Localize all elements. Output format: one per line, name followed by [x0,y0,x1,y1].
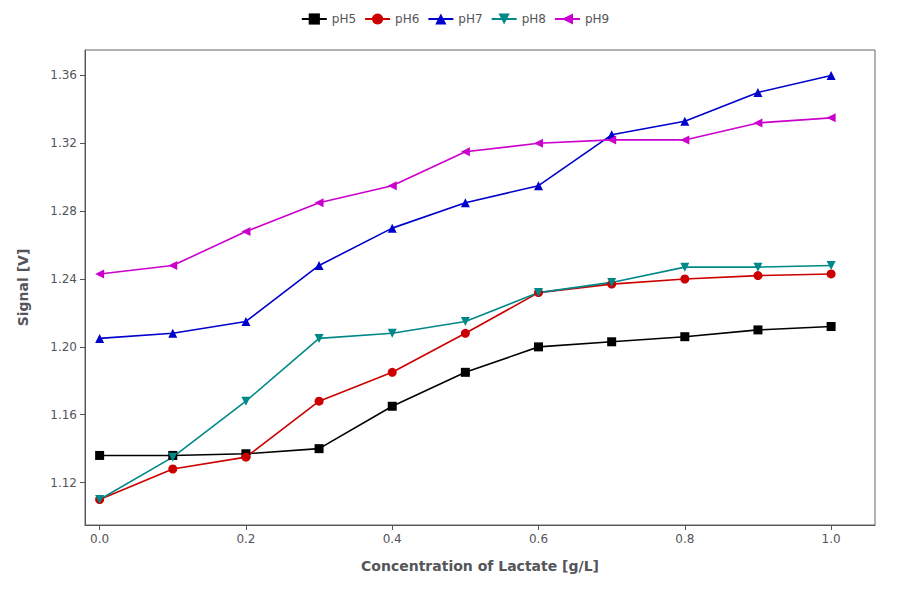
svg-text:pH9: pH9 [585,12,609,26]
svg-text:0.4: 0.4 [383,532,402,546]
svg-text:1.24: 1.24 [50,272,77,286]
svg-text:pH8: pH8 [522,12,546,26]
svg-text:pH5: pH5 [332,12,356,26]
svg-text:Concentration of Lactate [g/L]: Concentration of Lactate [g/L] [361,558,599,574]
svg-text:0.0: 0.0 [90,532,109,546]
svg-text:Signal [V]: Signal [V] [15,249,31,327]
svg-text:1.20: 1.20 [50,340,77,354]
svg-text:1.12: 1.12 [50,476,77,490]
svg-text:0.6: 0.6 [529,532,548,546]
svg-text:1.36: 1.36 [50,68,77,82]
svg-text:pH6: pH6 [395,12,419,26]
svg-text:1.16: 1.16 [50,408,77,422]
svg-text:pH7: pH7 [458,12,482,26]
svg-text:1.28: 1.28 [50,204,77,218]
svg-text:1.32: 1.32 [50,136,77,150]
svg-text:0.2: 0.2 [236,532,255,546]
svg-text:0.8: 0.8 [675,532,694,546]
svg-text:1.0: 1.0 [822,532,841,546]
